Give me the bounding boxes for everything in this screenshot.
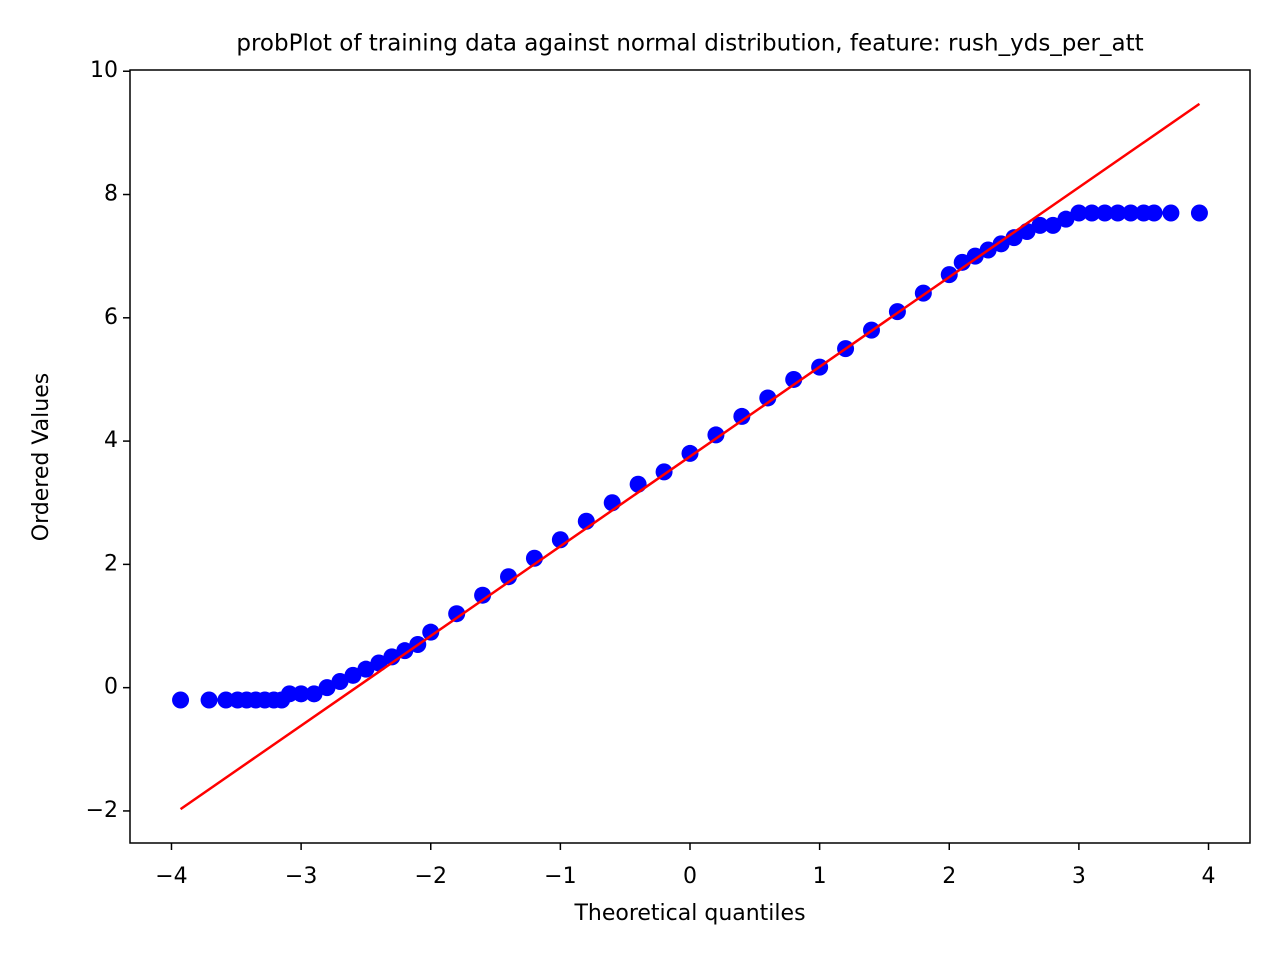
data-point <box>785 370 803 388</box>
y-tick-label: −2 <box>86 798 118 823</box>
data-point <box>603 494 621 512</box>
x-tick-label: −2 <box>415 864 447 889</box>
data-point <box>396 642 414 660</box>
y-tick-label: 2 <box>104 551 118 576</box>
y-tick-label: 0 <box>104 675 118 700</box>
fit-line <box>179 102 1201 811</box>
data-point <box>200 691 218 709</box>
data-point <box>1109 204 1127 222</box>
data-point <box>217 691 235 709</box>
y-tick-label: 10 <box>90 58 118 83</box>
data-point <box>1070 204 1088 222</box>
data-point <box>1044 216 1062 234</box>
data-point <box>733 407 751 425</box>
data-point <box>707 426 725 444</box>
data-point <box>172 691 190 709</box>
data-point <box>966 247 984 265</box>
data-point <box>1162 204 1180 222</box>
data-point <box>1145 204 1163 222</box>
data-point <box>357 660 375 678</box>
data-point <box>1122 204 1140 222</box>
data-point <box>1057 210 1075 228</box>
data-point <box>280 685 298 703</box>
data-point <box>331 672 349 690</box>
data-point <box>759 389 777 407</box>
data-point <box>500 568 518 586</box>
data-point <box>422 623 440 641</box>
x-tick-label: −3 <box>285 864 317 889</box>
x-tick-label: −1 <box>544 864 576 889</box>
data-point <box>1005 229 1023 247</box>
y-tick-label: 4 <box>104 428 118 453</box>
plot-frame <box>129 69 1251 844</box>
data-point <box>370 654 388 672</box>
data-point <box>1031 216 1049 234</box>
x-tick-label: −4 <box>155 864 187 889</box>
data-point <box>305 685 323 703</box>
data-point <box>1083 204 1101 222</box>
x-tick-label: 4 <box>1202 864 1216 889</box>
data-point <box>292 685 310 703</box>
data-point <box>344 666 362 684</box>
x-tick-label: 3 <box>1072 864 1086 889</box>
data-point <box>448 605 466 623</box>
x-tick-label: 1 <box>813 864 827 889</box>
x-tick-label: 0 <box>683 864 697 889</box>
y-tick-label: 6 <box>104 305 118 330</box>
data-point <box>681 444 699 462</box>
x-tick-label: 2 <box>942 864 956 889</box>
data-point <box>318 679 336 697</box>
x-axis-label: Theoretical quantiles <box>573 901 805 926</box>
y-tick-label: 8 <box>104 182 118 207</box>
chart-title: probPlot of training data against normal… <box>236 31 1143 57</box>
y-axis-label: Ordered Values <box>29 373 54 541</box>
data-point <box>1190 204 1208 222</box>
data-point <box>1096 204 1114 222</box>
data-point <box>629 475 647 493</box>
data-point <box>474 586 492 604</box>
